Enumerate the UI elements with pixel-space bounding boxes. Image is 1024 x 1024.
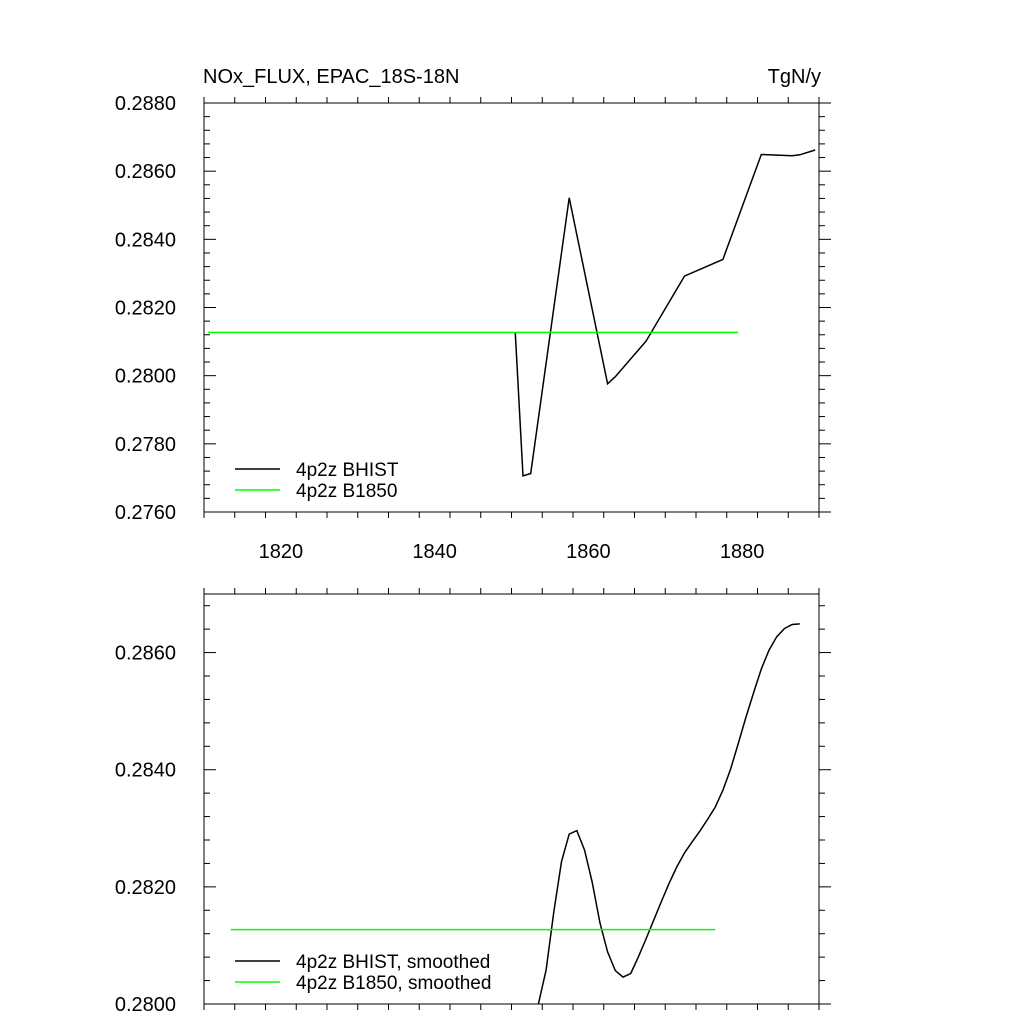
- x-tick-label: 1840: [412, 541, 457, 563]
- top-axes: 1820 1840 1860 1880 0.2760 0.2780 0.2800 0.2820…: [115, 93, 831, 563]
- series-line-bhist: [537, 623, 800, 1004]
- y-tick-label: 0.2820: [115, 877, 176, 899]
- y-tick-label: 0.2820: [115, 298, 176, 320]
- bottom-axes: 0.2800 0.2820 0.2840 0.2860: [115, 588, 831, 1016]
- top-chart-units: TgN/y: [768, 66, 821, 88]
- top-series: [207, 149, 816, 477]
- top-panel: NOx_FLUX, EPAC_18S-18N TgN/y 1820 1840 186…: [115, 66, 831, 563]
- legend-label: 4p2z B1850, smoothed: [296, 973, 491, 994]
- y-tick-label: 0.2800: [115, 994, 176, 1016]
- legend-label: 4p2z B1850: [296, 481, 397, 502]
- x-tick-label: 1820: [259, 541, 304, 563]
- y-tick-label: 0.2780: [115, 434, 176, 456]
- bottom-panel: 0.2800 0.2820 0.2840 0.2860 4p2z BHIST, smo…: [115, 588, 831, 1016]
- y-tick-label: 0.2760: [115, 502, 176, 524]
- top-plot-frame: [203, 102, 820, 513]
- legend-label: 4p2z BHIST: [296, 460, 399, 481]
- top-chart-title: NOx_FLUX, EPAC_18S-18N: [203, 66, 459, 88]
- y-tick-label: 0.2840: [115, 760, 176, 782]
- x-tick-label: 1860: [566, 541, 611, 563]
- bottom-plot-frame: [203, 593, 820, 1005]
- legend-label: 4p2z BHIST, smoothed: [296, 952, 490, 973]
- y-tick-label: 0.2800: [115, 366, 176, 388]
- y-tick-label: 0.2880: [115, 93, 176, 115]
- bottom-series: [230, 623, 800, 1004]
- series-line-bhist: [514, 149, 816, 477]
- y-tick-label: 0.2860: [115, 161, 176, 183]
- y-tick-label: 0.2840: [115, 229, 176, 251]
- x-tick-label: 1880: [720, 541, 765, 563]
- y-tick-label: 0.2860: [115, 643, 176, 665]
